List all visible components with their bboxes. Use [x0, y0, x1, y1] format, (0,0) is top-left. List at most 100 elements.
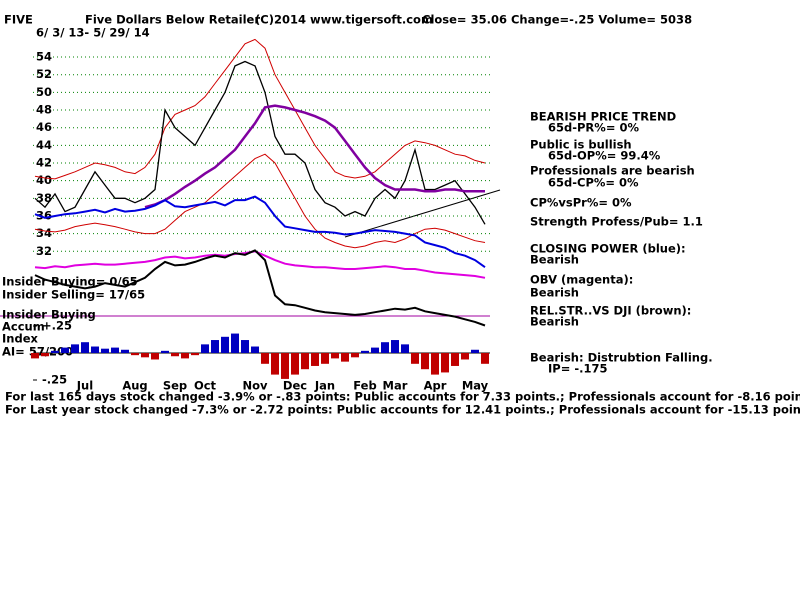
x-tick-label: Jul	[76, 379, 93, 393]
ticker: FIVE	[4, 13, 33, 27]
panel-text: BEARISH PRICE TREND	[530, 110, 676, 124]
bar	[281, 353, 289, 379]
bar	[41, 353, 49, 357]
panel-text: Bearish	[530, 253, 579, 267]
series-line	[34, 249, 486, 327]
bar	[181, 353, 189, 359]
x-tick-label: Jan	[314, 379, 335, 393]
panel-text: OBV (magenta):	[530, 273, 633, 287]
y-tick-label: 54	[36, 50, 52, 64]
left-label: Insider Selling= 17/65	[2, 288, 145, 302]
bar	[401, 344, 409, 353]
y-tick-label: 36	[36, 208, 52, 222]
panel-text: Bearish	[530, 315, 579, 329]
panel-text: Strength Profess/Pub= 1.1	[530, 215, 703, 229]
bar	[241, 340, 249, 353]
bar	[291, 353, 299, 375]
panel-text: REL.STR..VS DJI (brown):	[530, 304, 691, 318]
bar	[141, 353, 149, 358]
bar	[111, 347, 119, 353]
bar	[71, 344, 79, 353]
bar	[101, 348, 109, 353]
bar	[51, 350, 59, 353]
panel-text: Professionals are bearish	[530, 164, 695, 178]
bar	[371, 347, 379, 353]
bar	[191, 353, 199, 356]
bar	[231, 333, 239, 353]
series-line	[34, 60, 486, 225]
bar	[311, 353, 319, 366]
series-line	[34, 250, 486, 279]
panel-text: 65d-PR%= 0%	[548, 121, 639, 135]
series-line	[34, 153, 486, 249]
x-tick-label: Mar	[383, 379, 408, 393]
bar	[381, 342, 389, 353]
left-label: Accum	[2, 320, 45, 334]
bar	[361, 350, 369, 353]
bar	[321, 353, 329, 364]
bar	[301, 353, 309, 370]
left-label: Index	[2, 332, 38, 346]
bar	[391, 340, 399, 353]
x-tick-label: Feb	[353, 379, 376, 393]
ai-label: AI= 57/200	[2, 345, 73, 359]
subtitle: 6/ 3/ 13- 5/ 29/ 14	[36, 26, 150, 40]
y-tick-label: 40	[36, 173, 52, 187]
bar	[271, 353, 279, 375]
y-tick-label: 52	[36, 67, 52, 81]
panel-text: 65d-OP%= 99.4%	[548, 149, 661, 163]
bar	[461, 353, 469, 360]
chart-title: Five Dollars Below Retailer	[85, 13, 260, 27]
left-label: Insider Buying	[2, 308, 96, 322]
x-tick-label: Aug	[122, 379, 147, 393]
bar	[251, 346, 259, 353]
bar	[341, 353, 349, 362]
bar	[411, 353, 419, 364]
bar	[211, 340, 219, 353]
bar	[81, 342, 89, 353]
bar	[431, 353, 439, 375]
bar	[121, 349, 129, 353]
x-tick-label: Apr	[424, 379, 447, 393]
bar	[171, 353, 179, 357]
bar	[61, 347, 69, 353]
y-tick-label: 42	[36, 156, 52, 170]
y-tick-label: 38	[36, 191, 52, 205]
left-label: Insider Buying= 0/65	[2, 275, 138, 289]
bar	[351, 353, 359, 358]
bar	[451, 353, 459, 366]
y-tick-label: 50	[36, 85, 52, 99]
bar	[91, 346, 99, 353]
bar	[151, 353, 159, 360]
bar	[161, 350, 169, 353]
panel-text: IP= -.175	[548, 362, 608, 376]
x-tick-label: Oct	[194, 379, 217, 393]
panel-text: Bearish	[530, 286, 579, 300]
panel-text: Public is bullish	[530, 138, 632, 152]
bar	[421, 353, 429, 370]
quote: Close= 35.06 Change=-.25 Volume= 5038	[422, 13, 692, 27]
y-tick-label: 46	[36, 120, 52, 134]
y-tick-label: 44	[36, 138, 52, 152]
panel-text: CP%vsPr%= 0%	[530, 196, 632, 210]
bar	[331, 353, 339, 359]
bar	[261, 353, 269, 364]
panel-text: 65d-CP%= 0%	[548, 176, 639, 190]
bar	[481, 353, 489, 364]
series-line	[144, 104, 485, 209]
bar	[201, 344, 209, 353]
y-tick-label: 32	[36, 244, 52, 258]
y-tick-label: -.25	[42, 373, 67, 387]
bar	[471, 349, 479, 353]
bar	[131, 353, 139, 356]
x-tick-label: Nov	[242, 379, 268, 393]
bar	[221, 336, 229, 353]
y-tick-label: 48	[36, 103, 52, 117]
bar	[441, 353, 449, 373]
y-tick-label: +.25	[42, 319, 72, 333]
note: For last 165 days stock changed -3.9% or…	[5, 390, 800, 404]
y-tick-label: 34	[36, 226, 52, 240]
